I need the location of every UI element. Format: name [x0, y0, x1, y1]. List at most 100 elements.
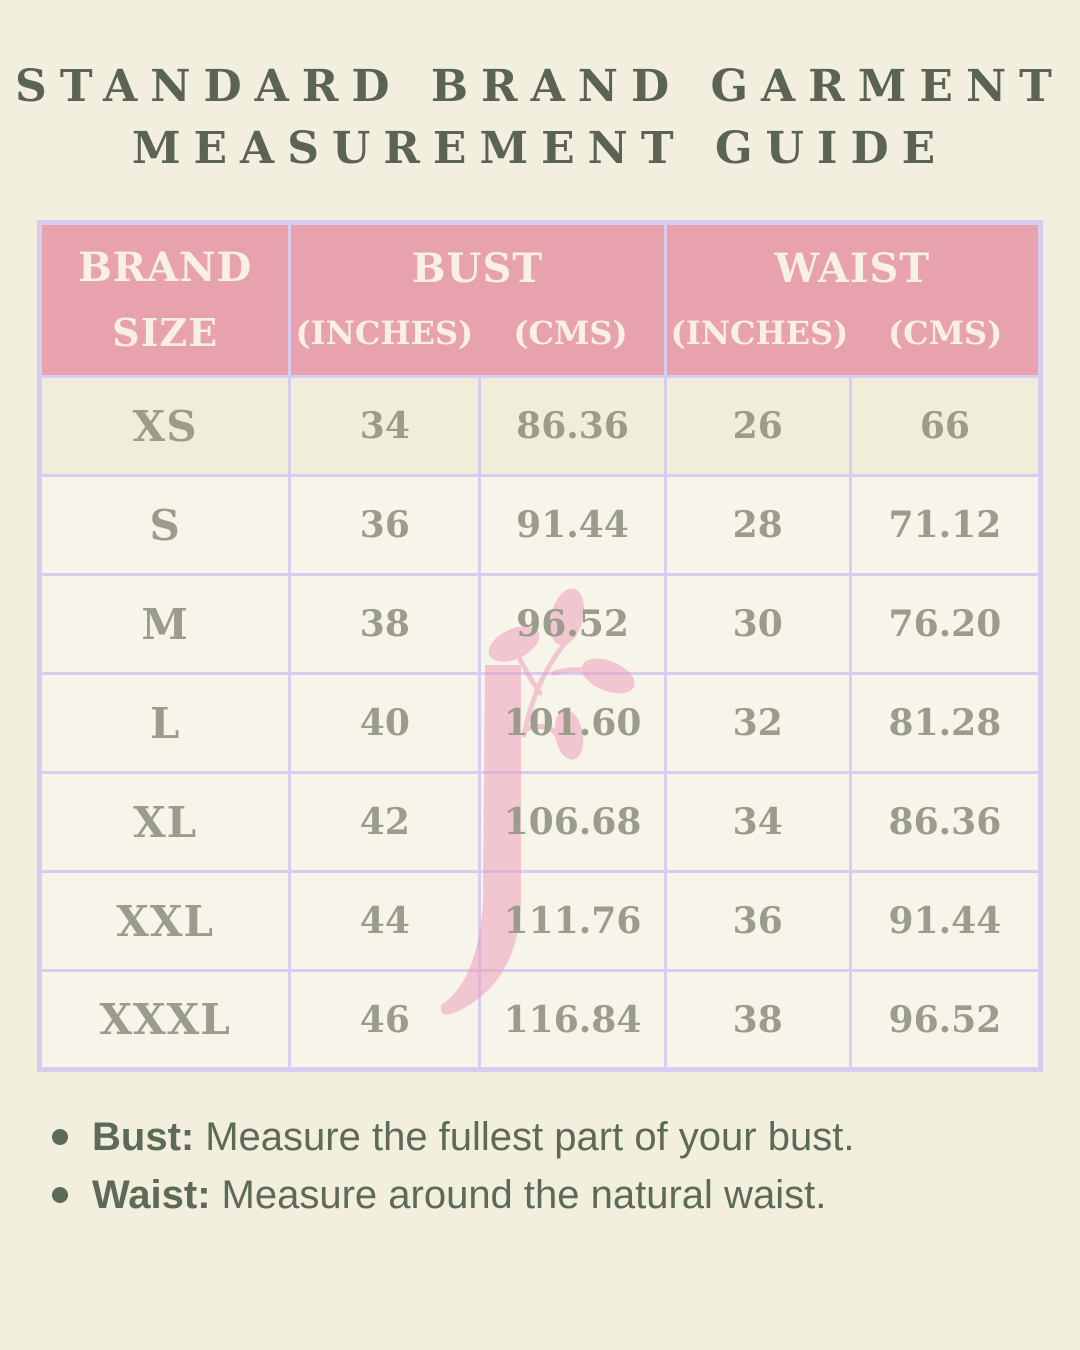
size-value: S	[149, 500, 181, 550]
note-bust: Bust: Measure the fullest part of your b…	[52, 1108, 1080, 1166]
header-bust-label: BUST	[411, 245, 544, 292]
cell-waist-inches: 34	[663, 771, 852, 873]
note-waist-text: Measure around the natural waist.	[221, 1173, 827, 1217]
cell-size: XXXL	[37, 969, 292, 1071]
bullet-dot	[52, 1129, 68, 1145]
waist-inches-value: 32	[732, 702, 783, 744]
waist-inches-value: 26	[732, 405, 783, 447]
header-bust-inches-label: (INCHES)	[295, 314, 474, 352]
bust-inches-value: 46	[359, 998, 410, 1041]
table-row-s: S 36 91.44 28 71.12	[37, 474, 1043, 576]
note-bust-term: Bust:	[92, 1115, 195, 1159]
waist-cms-value: 76.20	[888, 603, 1002, 645]
bust-cms-value: 86.36	[516, 405, 629, 447]
cell-bust-inches: 42	[288, 771, 482, 873]
header-group-waist: WAIST (INCHES) (CMS)	[663, 221, 1043, 378]
waist-inches-value: 30	[732, 603, 783, 645]
table-row-xs: XS 34 86.36 26 66	[37, 375, 1043, 477]
size-value: M	[141, 599, 189, 649]
bust-inches-value: 38	[359, 603, 410, 645]
cell-waist-cms: 81.28	[848, 672, 1043, 774]
table-row-xxl: XXL 44 111.76 36 91.44	[37, 870, 1043, 972]
cell-waist-cms: 86.36	[848, 771, 1043, 873]
header-brand-size: BRAND SIZE	[37, 221, 292, 378]
bust-inches-value: 40	[359, 702, 410, 744]
cell-bust-cms: 86.36	[478, 375, 667, 477]
table-header: BRAND SIZE BUST (INCHES) (CMS)	[37, 221, 1043, 378]
cell-waist-inches: 28	[663, 474, 852, 576]
bust-cms-value: 96.52	[516, 603, 629, 645]
waist-cms-value: 66	[919, 405, 970, 447]
cell-waist-inches: 32	[663, 672, 852, 774]
page-title: STANDARD BRAND GARMENT MEASUREMENT GUIDE	[0, 0, 1080, 180]
bust-inches-value: 44	[359, 900, 410, 942]
cell-waist-cms: 76.20	[848, 573, 1043, 675]
page-title-line-2: MEASUREMENT GUIDE	[131, 123, 949, 174]
cell-waist-cms: 66	[848, 375, 1043, 477]
table-row-xxxl: XXXL 46 116.84 38 96.52	[37, 969, 1043, 1071]
waist-cms-value: 71.12	[888, 504, 1002, 546]
note-bust-text: Measure the fullest part of your bust.	[205, 1115, 855, 1159]
waist-cms-value: 81.28	[888, 702, 1002, 744]
cell-bust-cms: 106.68	[478, 771, 667, 873]
cell-size: L	[37, 672, 292, 774]
cell-waist-cms: 71.12	[848, 474, 1043, 576]
header-waist-cms-label: (CMS)	[888, 314, 1003, 352]
table-row-m: M 38 96.52 30 76.20	[37, 573, 1043, 675]
cell-bust-inches: 34	[288, 375, 482, 477]
bullet-dot	[52, 1187, 68, 1203]
cell-bust-inches: 40	[288, 672, 482, 774]
waist-inches-value: 28	[732, 504, 783, 546]
cell-waist-cms: 91.44	[848, 870, 1043, 972]
measurement-notes: Bust: Measure the fullest part of your b…	[52, 1108, 1080, 1224]
bust-cms-value: 91.44	[516, 504, 629, 546]
header-brand-label: BRAND	[77, 244, 253, 291]
table-body: XS 34 86.36 26 66 S 36 91.44 28 71.12 M …	[37, 375, 1043, 1071]
bust-cms-value: 101.60	[503, 702, 642, 744]
cell-size: S	[37, 474, 292, 576]
cell-waist-cms: 96.52	[848, 969, 1043, 1071]
size-value: L	[149, 698, 181, 748]
bust-cms-value: 116.84	[503, 998, 642, 1041]
waist-inches-value: 36	[732, 900, 783, 942]
cell-waist-inches: 38	[663, 969, 852, 1071]
size-value: XS	[132, 401, 198, 451]
table-row-xl: XL 42 106.68 34 86.36	[37, 771, 1043, 873]
cell-bust-inches: 38	[288, 573, 482, 675]
cell-bust-inches: 36	[288, 474, 482, 576]
note-waist: Waist: Measure around the natural waist.	[52, 1166, 1080, 1224]
cell-size: XXL	[37, 870, 292, 972]
header-waist-inches-label: (INCHES)	[670, 314, 849, 352]
bust-cms-value: 111.76	[503, 900, 642, 942]
cell-bust-cms: 116.84	[478, 969, 667, 1071]
waist-cms-value: 96.52	[888, 998, 1002, 1041]
header-bust-cms-label: (CMS)	[513, 314, 628, 352]
waist-cms-value: 86.36	[888, 801, 1002, 843]
bust-inches-value: 36	[359, 504, 410, 546]
size-value: XL	[133, 797, 198, 847]
cell-size: XS	[37, 375, 292, 477]
cell-waist-inches: 30	[663, 573, 852, 675]
header-waist-label: WAIST	[774, 245, 931, 292]
cell-bust-cms: 111.76	[478, 870, 667, 972]
size-value: XXL	[116, 896, 214, 946]
measurement-table: BRAND SIZE BUST (INCHES) (CMS)	[37, 220, 1043, 1072]
waist-inches-value: 34	[732, 801, 783, 843]
size-value: XXXL	[99, 995, 231, 1044]
cell-bust-cms: 91.44	[478, 474, 667, 576]
cell-bust-inches: 46	[288, 969, 482, 1071]
table-row-l: L 40 101.60 32 81.28	[37, 672, 1043, 774]
cell-size: XL	[37, 771, 292, 873]
header-group-bust: BUST (INCHES) (CMS)	[288, 221, 667, 378]
header-row: BRAND SIZE BUST (INCHES) (CMS)	[37, 221, 1043, 378]
cell-bust-cms: 101.60	[478, 672, 667, 774]
bust-inches-value: 34	[359, 405, 410, 447]
cell-bust-inches: 44	[288, 870, 482, 972]
waist-cms-value: 91.44	[888, 900, 1002, 942]
bust-inches-value: 42	[359, 801, 410, 843]
note-waist-term: Waist:	[92, 1173, 211, 1217]
header-size-label: SIZE	[112, 310, 219, 355]
cell-waist-inches: 26	[663, 375, 852, 477]
cell-bust-cms: 96.52	[478, 573, 667, 675]
